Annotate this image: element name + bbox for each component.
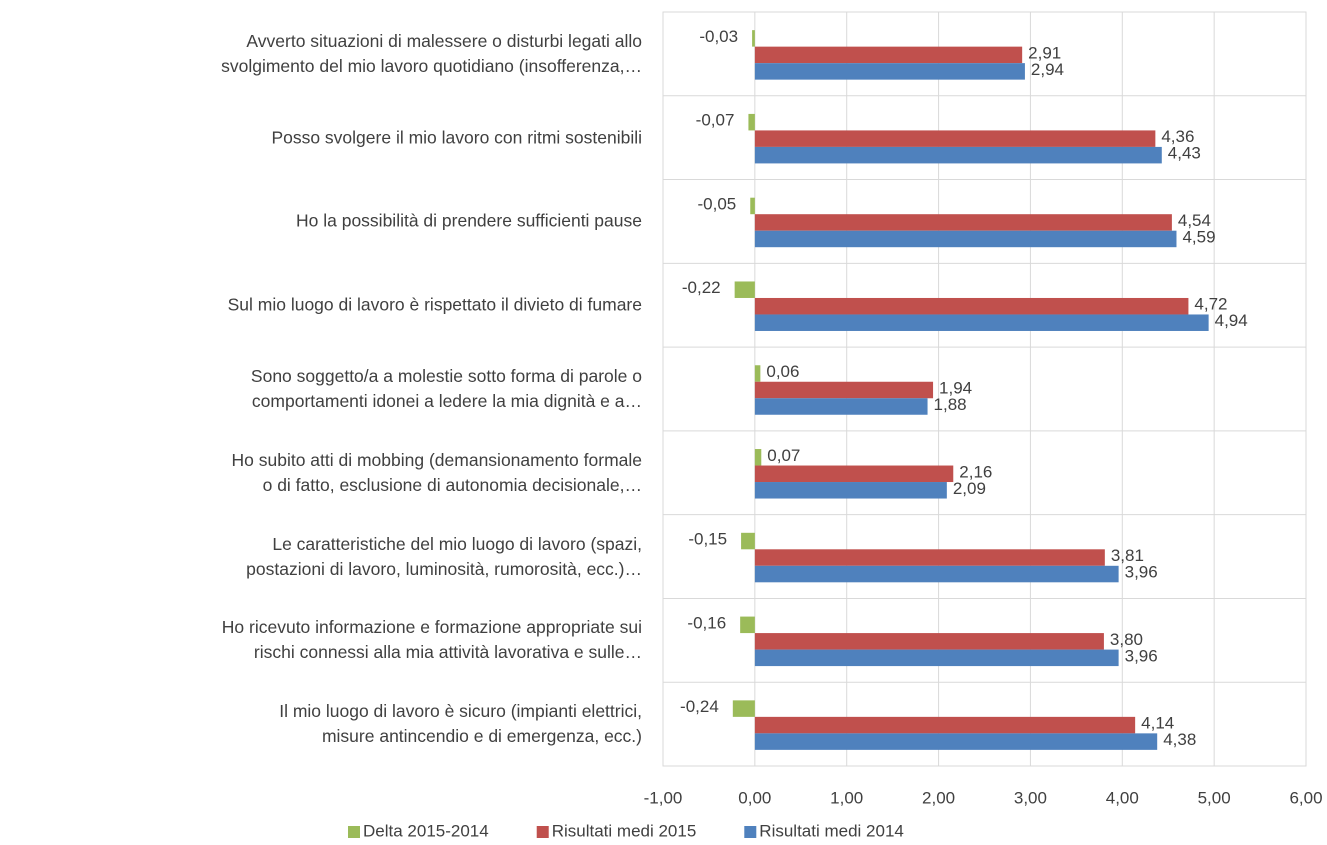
bar: [754, 733, 1158, 750]
data-label: 2,91: [1028, 43, 1061, 62]
bar: [754, 130, 1156, 147]
x-tick-label: 1,00: [830, 788, 863, 807]
bar: [754, 214, 1172, 231]
data-label: 4,36: [1161, 127, 1194, 146]
bar: [741, 532, 755, 550]
data-label: -0,16: [687, 613, 726, 632]
data-label: 4,43: [1168, 144, 1201, 163]
bar: [752, 30, 755, 47]
x-tick-label: 2,00: [922, 788, 955, 807]
legend-swatch: [348, 826, 360, 838]
data-label: 4,72: [1194, 295, 1227, 314]
bar: [734, 281, 755, 298]
legend-label: Risultati medi 2014: [759, 821, 904, 840]
legend-swatch: [744, 826, 757, 838]
y-tick-label: Avverto situazioni di malessere o distur…: [221, 30, 642, 76]
x-tick-label: 4,00: [1106, 788, 1139, 807]
data-label: -0,15: [688, 530, 727, 549]
legend-label: Delta 2015-2014: [363, 821, 489, 840]
bar: [754, 63, 1025, 80]
bar: [740, 616, 755, 634]
data-label: 2,16: [959, 462, 992, 481]
data-label: 0,07: [767, 446, 800, 465]
data-label: -0,07: [696, 111, 735, 130]
legend-label: Risultati medi 2015: [552, 821, 697, 840]
data-label: -0,03: [699, 27, 738, 46]
data-label: 1,94: [939, 378, 972, 397]
data-label: 2,09: [953, 479, 986, 498]
bar: [754, 314, 1209, 331]
data-label: 3,96: [1125, 563, 1158, 582]
bar: [754, 633, 1104, 650]
y-tick-label: Ho subito atti di mobbing (demansionamen…: [231, 449, 643, 495]
bar: [754, 465, 954, 483]
data-label: 3,81: [1111, 546, 1144, 565]
y-tick-label: Sono soggetto/a a molestie sotto forma d…: [250, 366, 642, 411]
x-tick-label: 6,00: [1289, 788, 1322, 807]
bar: [732, 700, 755, 717]
data-label: 2,94: [1031, 60, 1064, 79]
y-tick-label: Ho ricevuto informazione e formazione ap…: [221, 617, 642, 663]
bar: [754, 381, 934, 399]
y-tick-label: Posso svolgere il mio lavoro con ritmi s…: [271, 127, 642, 148]
x-tick-label: 3,00: [1014, 788, 1047, 807]
bar: [754, 398, 928, 415]
y-tick-label: Le caratteristiche del mio luogo di lavo…: [246, 533, 642, 579]
bar: [754, 482, 947, 499]
bar: [754, 449, 762, 466]
bar: [754, 716, 1136, 734]
data-label: 4,59: [1182, 227, 1215, 246]
bar: [748, 113, 755, 131]
bar: [754, 649, 1119, 667]
bar: [754, 230, 1177, 248]
x-tick-label: -1,00: [644, 788, 683, 807]
data-label: 4,38: [1163, 730, 1196, 749]
y-tick-label: Il mio luogo di lavoro è sicuro (impiant…: [279, 701, 642, 747]
data-label: 4,14: [1141, 714, 1174, 733]
x-tick-label: 5,00: [1198, 788, 1231, 807]
data-label: 4,94: [1215, 311, 1248, 330]
data-label: 4,54: [1178, 211, 1211, 230]
data-label: 0,06: [766, 362, 799, 381]
y-tick-label: Ho la possibilità di prendere sufficient…: [296, 210, 642, 231]
bar: [754, 365, 761, 382]
bar: [754, 146, 1162, 164]
data-label: -0,05: [698, 194, 737, 213]
data-label: 3,96: [1125, 646, 1158, 665]
bar: [754, 565, 1119, 583]
legend-swatch: [536, 826, 549, 838]
y-tick-label: Sul mio luogo di lavoro è rispettato il …: [227, 294, 642, 315]
bar: [754, 46, 1023, 64]
data-label: 1,88: [934, 395, 967, 414]
data-label: 3,80: [1110, 630, 1143, 649]
bar: [754, 297, 1189, 315]
data-label: -0,24: [680, 697, 719, 716]
x-tick-label: 0,00: [738, 788, 771, 807]
data-label: -0,22: [682, 278, 721, 297]
bar: [754, 549, 1105, 566]
bar: [750, 197, 755, 215]
